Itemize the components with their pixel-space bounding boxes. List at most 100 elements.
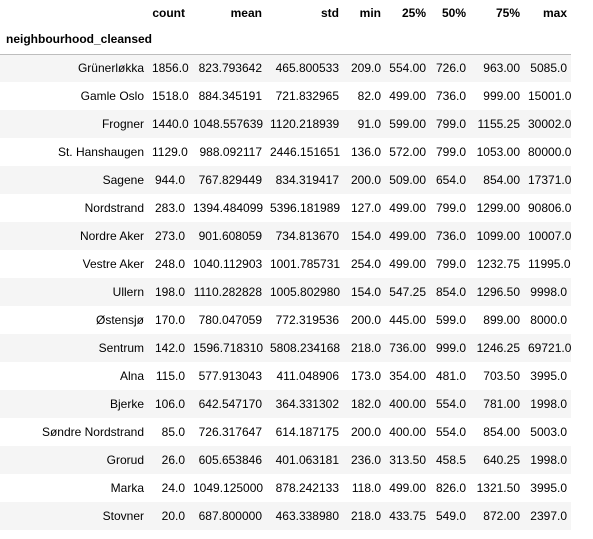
table-cell: 85.0	[161, 425, 185, 439]
row-label: Østensjø	[95, 313, 144, 327]
table-cell: 313.50	[389, 453, 426, 467]
table-cell: 173.0	[350, 369, 381, 383]
table-header: count mean std min 25% 50% 75% max neigh…	[0, 0, 571, 55]
table-cell: 24.0	[161, 481, 185, 495]
row-label: Marka	[110, 481, 144, 495]
table-cell: 433.75	[389, 509, 426, 523]
table-cell: 136.0	[350, 145, 381, 159]
table-cell: 577.913043	[198, 369, 262, 383]
table-cell: 1053.00	[476, 145, 520, 159]
table-row: Sentrum 142.0 1596.718310 5808.234168 218.0 7…	[0, 334, 571, 362]
table-cell: 726.0	[435, 61, 466, 76]
table-cell: 499.00	[389, 89, 426, 103]
table-cell: 726.317647	[198, 425, 262, 439]
table-cell: 767.829449	[198, 173, 262, 187]
table-cell: 988.092117	[199, 145, 262, 159]
column-header: 75%	[495, 5, 520, 20]
table-cell: 106.0	[154, 397, 185, 411]
column-header: max	[542, 5, 567, 20]
table-cell: 1129.0	[152, 145, 188, 159]
table-row: Østensjø 170.0 780.047059 772.319536 200.0 44…	[0, 306, 571, 334]
table-cell: 1296.50	[476, 285, 520, 299]
table-cell: 605.653846	[198, 453, 262, 467]
table-cell: 118.0	[351, 481, 381, 495]
table-cell: 354.00	[389, 369, 426, 383]
table-cell: 872.00	[483, 509, 520, 523]
table-cell: 5808.234168	[270, 341, 341, 355]
table-cell: 721.832965	[275, 89, 339, 103]
table-cell: 1998.0	[530, 453, 567, 467]
table-cell: 599.0	[435, 313, 466, 327]
table-cell: 1321.50	[476, 481, 520, 495]
table-cell: 554.0	[435, 425, 466, 439]
table-cell: 80000.0	[528, 145, 572, 159]
table-cell: 1246.25	[476, 341, 520, 355]
table-row: Marka 24.0 1049.125000 878.242133 118.0 499.0…	[0, 474, 571, 502]
table-cell: 218.0	[350, 341, 381, 355]
table-cell: 554.0	[435, 397, 466, 411]
column-header: mean	[230, 5, 262, 20]
table-cell: 1440.0	[152, 117, 189, 131]
table-cell: 549.0	[435, 509, 466, 523]
table-row: Grorud 26.0 605.653846 401.063181 236.0 313.5…	[0, 446, 571, 474]
table-cell: 854.00	[483, 425, 520, 439]
table-cell: 899.00	[483, 313, 520, 327]
describe-table: count mean std min 25% 50% 75% max neigh…	[0, 0, 572, 530]
table-cell: 687.800000	[198, 509, 262, 523]
row-label: Grorud	[106, 453, 144, 467]
table-cell: 20.0	[161, 509, 185, 523]
table-cell: 401.063181	[275, 453, 339, 467]
table-cell: 823.793642	[198, 61, 262, 76]
row-label: Alna	[119, 369, 144, 383]
table-body: Grünerløkka 1856.0 823.793642 465.800533 209…	[0, 54, 571, 530]
table-cell: 115.0	[155, 369, 185, 383]
table-cell: 154.0	[350, 229, 381, 243]
table-row: Bjerke 106.0 642.547170 364.331302 182.0 400.…	[0, 390, 571, 418]
table-cell: 3995.0	[530, 369, 567, 383]
table-cell: 273.0	[154, 229, 185, 243]
table-cell: 1394.484099	[193, 201, 264, 215]
table-cell: 400.00	[389, 425, 426, 439]
table-cell: 499.00	[389, 481, 426, 495]
table-cell: 142.0	[154, 341, 185, 355]
table-cell: 1120.218939	[270, 117, 340, 131]
row-label: Gamle Oslo	[80, 89, 144, 103]
table-cell: 82.0	[357, 89, 381, 103]
table-cell: 884.345191	[198, 89, 262, 103]
table-cell: 963.00	[483, 61, 520, 76]
table-cell: 999.00	[483, 89, 520, 103]
table-cell: 283.0	[154, 201, 185, 215]
table-cell: 463.338980	[275, 509, 339, 523]
table-cell: 1155.25	[477, 117, 521, 131]
table-cell: 499.00	[389, 201, 426, 215]
table-cell: 736.00	[389, 341, 426, 355]
table-cell: 1518.0	[152, 89, 189, 103]
table-cell: 5003.0	[530, 425, 567, 439]
table-cell: 640.25	[483, 453, 520, 467]
row-label: Ullern	[112, 285, 144, 299]
table-cell: 200.0	[350, 173, 381, 187]
row-label: Søndre Nordstrand	[41, 425, 144, 439]
table-cell: 499.00	[389, 257, 426, 271]
table-cell: 854.0	[435, 285, 466, 299]
row-label: St. Hanshaugen	[57, 145, 144, 159]
table-cell: 799.0	[435, 117, 466, 131]
index-name-row: neighbourhood_cleansed	[0, 25, 571, 55]
table-cell: 554.00	[389, 61, 426, 76]
table-row: Stovner 20.0 687.800000 463.338980 218.0 433.…	[0, 502, 571, 530]
table-cell: 654.0	[435, 173, 466, 187]
table-cell: 1998.0	[530, 397, 567, 411]
table-cell: 509.00	[389, 173, 426, 187]
table-cell: 26.0	[161, 453, 185, 467]
table-cell: 5085.0	[530, 61, 567, 76]
column-header: min	[359, 5, 381, 20]
table-cell: 411.048906	[276, 369, 339, 383]
table-cell: 1856.0	[152, 61, 189, 76]
table-cell: 1299.00	[476, 201, 520, 215]
row-label: Stovner	[102, 509, 144, 523]
table-cell: 445.00	[389, 313, 426, 327]
index-name-header: neighbourhood_cleansed	[0, 25, 152, 55]
table-cell: 90806.0	[528, 201, 572, 215]
table-cell: 1001.785731	[270, 257, 341, 271]
table-row: Frogner 1440.0 1048.557639 1120.218939 91.0 5…	[0, 110, 571, 138]
